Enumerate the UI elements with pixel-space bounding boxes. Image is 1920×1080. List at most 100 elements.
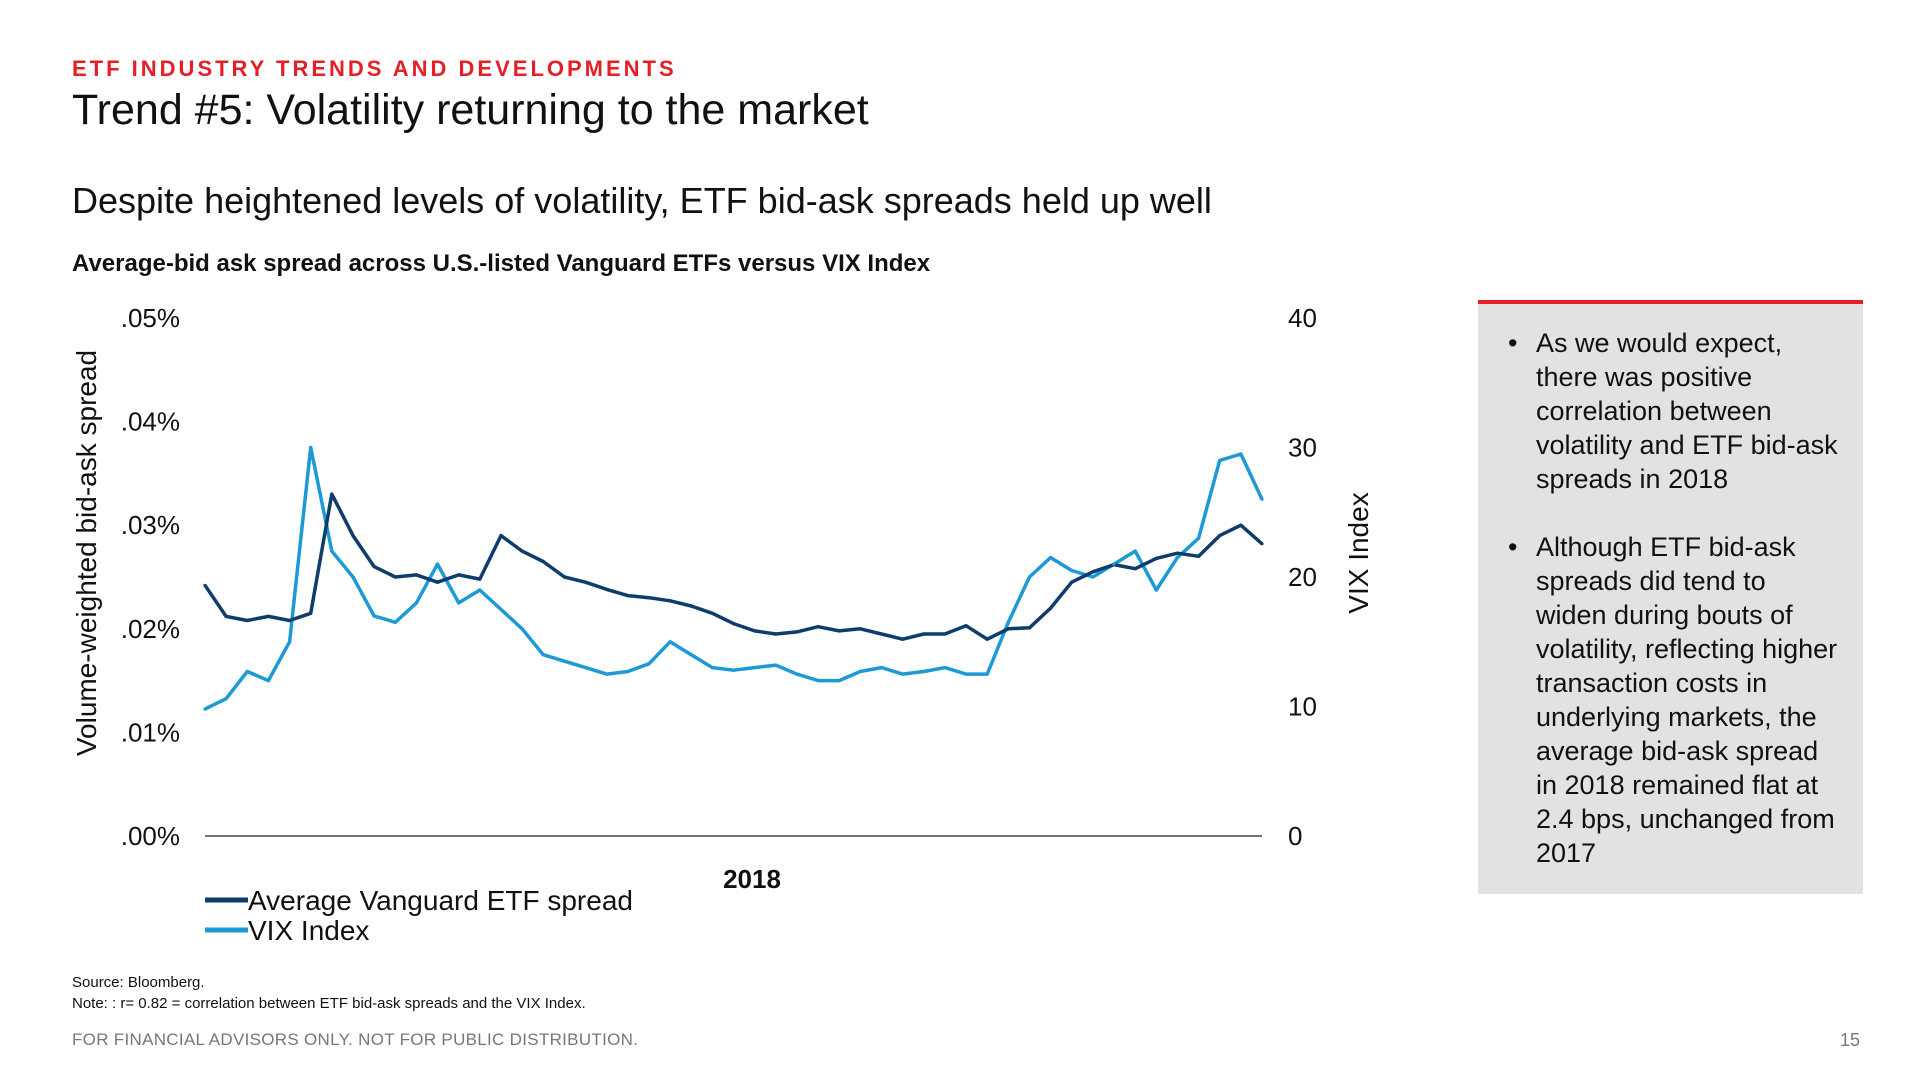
data-point-vix: [520, 627, 524, 631]
data-point-etf: [457, 573, 461, 577]
data-point-etf: [266, 614, 270, 618]
data-point-vix: [964, 672, 968, 676]
y-tick-label: .03%: [121, 510, 180, 540]
data-point-etf: [879, 632, 884, 636]
data-point-etf: [985, 637, 989, 641]
commentary-bullet: • Although ETF bid-ask spreads did tend t…: [1508, 530, 1843, 870]
data-point-etf: [774, 632, 778, 636]
data-point-vix: [583, 666, 588, 670]
data-point-vix: [795, 672, 799, 676]
y-tick-label: .00%: [121, 821, 180, 851]
data-point-vix: [1091, 575, 1095, 579]
data-point-etf: [731, 622, 736, 626]
page-number: 15: [1839, 1030, 1860, 1050]
y2-tick-label: 0: [1288, 821, 1302, 851]
commentary-text: As we would expect, there was positive c…: [1536, 328, 1838, 494]
data-point-etf: [1006, 627, 1010, 631]
data-point-vix: [330, 549, 334, 553]
data-point-etf: [837, 629, 841, 633]
right-axis-ticks: 0 10 20 30 40: [1288, 303, 1317, 851]
bullet-icon: •: [1508, 328, 1518, 358]
data-point-vix: [499, 607, 503, 611]
data-point-vix: [351, 575, 355, 579]
bullet-icon: •: [1508, 532, 1518, 562]
data-point-vix: [309, 445, 313, 450]
data-point-etf: [1070, 580, 1074, 584]
series-line-etf-spread: [203, 492, 1264, 641]
data-point-vix: [647, 662, 651, 666]
y-tick-label: .01%: [121, 717, 180, 747]
y2-tick-label: 10: [1288, 692, 1317, 722]
data-point-etf: [1197, 554, 1201, 558]
data-point-etf: [245, 618, 249, 623]
data-point-vix: [626, 669, 630, 674]
data-point-etf: [288, 618, 292, 623]
data-point-etf: [393, 575, 397, 579]
data-point-vix: [901, 672, 905, 676]
data-point-etf: [753, 629, 757, 633]
data-point-vix: [731, 668, 736, 672]
page-subtitle: Despite heightened levels of volatility,…: [72, 180, 1212, 221]
y2-tick-label: 40: [1288, 303, 1317, 333]
data-point-etf: [372, 565, 376, 569]
data-point-etf: [1133, 567, 1137, 571]
series-points-vix: [203, 445, 1264, 711]
y-tick-label: .02%: [121, 614, 180, 644]
data-point-vix: [1049, 556, 1053, 560]
page-title: Trend #5: Volatility returning to the ma…: [72, 86, 869, 134]
data-point-vix: [689, 653, 693, 657]
data-point-etf: [710, 611, 715, 615]
data-point-vix: [1027, 575, 1032, 579]
data-point-etf: [795, 630, 799, 634]
data-point-etf: [309, 611, 313, 615]
data-point-etf: [668, 599, 672, 603]
data-point-vix: [1197, 536, 1201, 540]
data-point-vix: [922, 669, 926, 674]
data-point-etf: [562, 575, 567, 579]
data-point-etf: [478, 577, 482, 581]
data-point-etf: [414, 573, 418, 577]
data-point-vix: [1218, 458, 1222, 462]
data-point-vix: [1175, 556, 1179, 560]
disclaimer: FOR FINANCIAL ADVISORS ONLY. NOT FOR PUB…: [72, 1030, 639, 1049]
source-note: Source: Bloomberg.: [72, 974, 205, 991]
data-point-vix: [943, 666, 947, 670]
data-point-etf: [330, 492, 334, 496]
data-point-vix: [1239, 452, 1243, 456]
data-point-etf: [1049, 606, 1053, 610]
correlation-note: Note: : r= 0.82 = correlation between ET…: [72, 995, 586, 1012]
data-point-etf: [605, 587, 609, 591]
commentary-bullet: • As we would expect, there was positive …: [1508, 326, 1843, 496]
data-point-etf: [943, 632, 947, 636]
data-point-vix: [245, 669, 249, 674]
x-axis-label: 2018: [723, 864, 781, 894]
y-tick-label: .04%: [121, 407, 180, 437]
data-point-vix: [266, 679, 270, 683]
section-kicker: ETF INDUSTRY TRENDS AND DEVELOPMENTS: [72, 56, 677, 81]
data-point-vix: [435, 562, 440, 566]
data-point-etf: [351, 534, 355, 538]
data-point-etf: [922, 632, 926, 636]
data-point-vix: [288, 640, 292, 644]
data-point-vix: [879, 666, 884, 670]
data-point-etf: [224, 614, 228, 618]
data-point-etf: [541, 559, 545, 564]
data-point-etf: [583, 580, 588, 584]
data-point-etf: [901, 637, 905, 641]
data-point-etf: [964, 624, 968, 628]
data-point-etf: [1175, 551, 1179, 555]
data-point-vix: [710, 666, 715, 670]
data-point-etf: [435, 580, 440, 584]
data-point-vix: [1154, 588, 1158, 592]
data-point-etf: [520, 549, 524, 553]
left-axis-ticks: .00% .01% .02% .03% .04% .05%: [121, 303, 180, 851]
series-points-etf: [203, 492, 1264, 641]
data-point-vix: [753, 666, 757, 670]
data-point-etf: [203, 583, 207, 587]
data-point-vix: [668, 640, 672, 644]
data-point-etf: [816, 625, 820, 629]
y2-axis-label: VIX Index: [1343, 492, 1374, 613]
data-point-etf: [1218, 534, 1222, 538]
data-point-vix: [985, 672, 989, 676]
data-point-etf: [1260, 542, 1264, 546]
